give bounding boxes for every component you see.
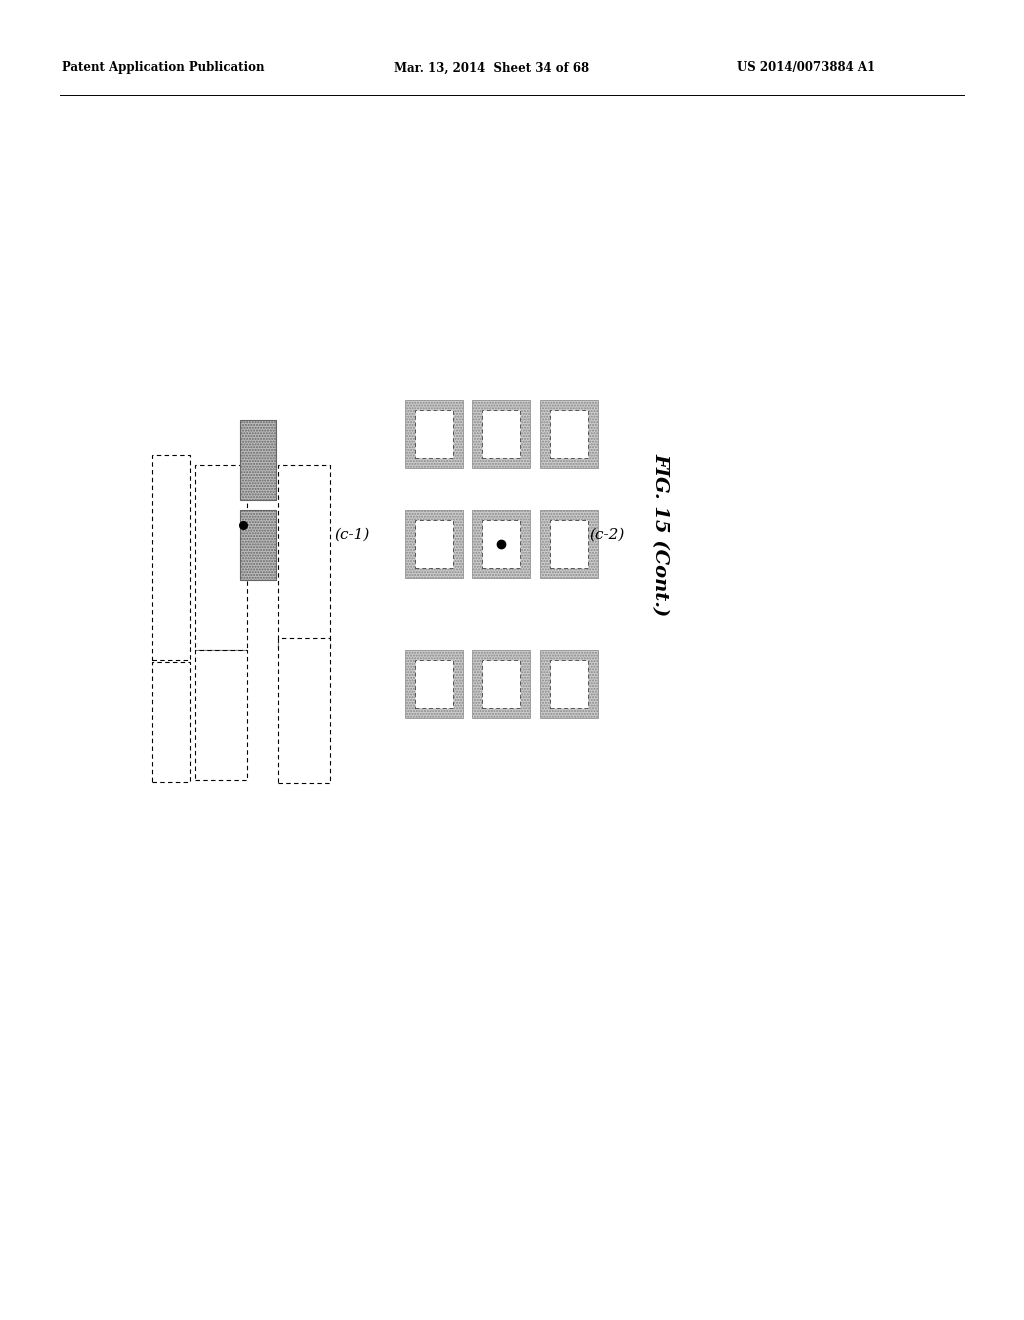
Bar xyxy=(540,510,598,578)
Text: US 2014/0073884 A1: US 2014/0073884 A1 xyxy=(737,62,876,74)
Bar xyxy=(550,411,588,458)
Bar xyxy=(240,510,276,579)
Bar xyxy=(482,520,520,568)
Bar xyxy=(152,663,190,781)
Bar xyxy=(415,660,453,708)
Text: (c-1): (c-1) xyxy=(334,528,370,543)
Bar xyxy=(540,400,598,469)
Bar xyxy=(278,465,330,649)
Bar xyxy=(278,638,330,783)
Bar xyxy=(195,649,247,780)
Bar xyxy=(550,520,588,568)
Bar xyxy=(482,411,520,458)
Text: Patent Application Publication: Patent Application Publication xyxy=(62,62,264,74)
Bar xyxy=(240,420,276,500)
Text: FIG. 15 (Cont.): FIG. 15 (Cont.) xyxy=(651,453,669,616)
Bar xyxy=(152,455,190,660)
Bar xyxy=(482,660,520,708)
Text: Mar. 13, 2014  Sheet 34 of 68: Mar. 13, 2014 Sheet 34 of 68 xyxy=(394,62,590,74)
Bar xyxy=(472,510,530,578)
Bar xyxy=(472,400,530,469)
Bar xyxy=(415,411,453,458)
Bar xyxy=(195,465,247,649)
Bar xyxy=(415,520,453,568)
Bar xyxy=(406,400,463,469)
Bar xyxy=(406,510,463,578)
Bar xyxy=(550,660,588,708)
Bar xyxy=(406,649,463,718)
Text: (c-2): (c-2) xyxy=(590,528,625,543)
Bar xyxy=(472,649,530,718)
Bar xyxy=(540,649,598,718)
